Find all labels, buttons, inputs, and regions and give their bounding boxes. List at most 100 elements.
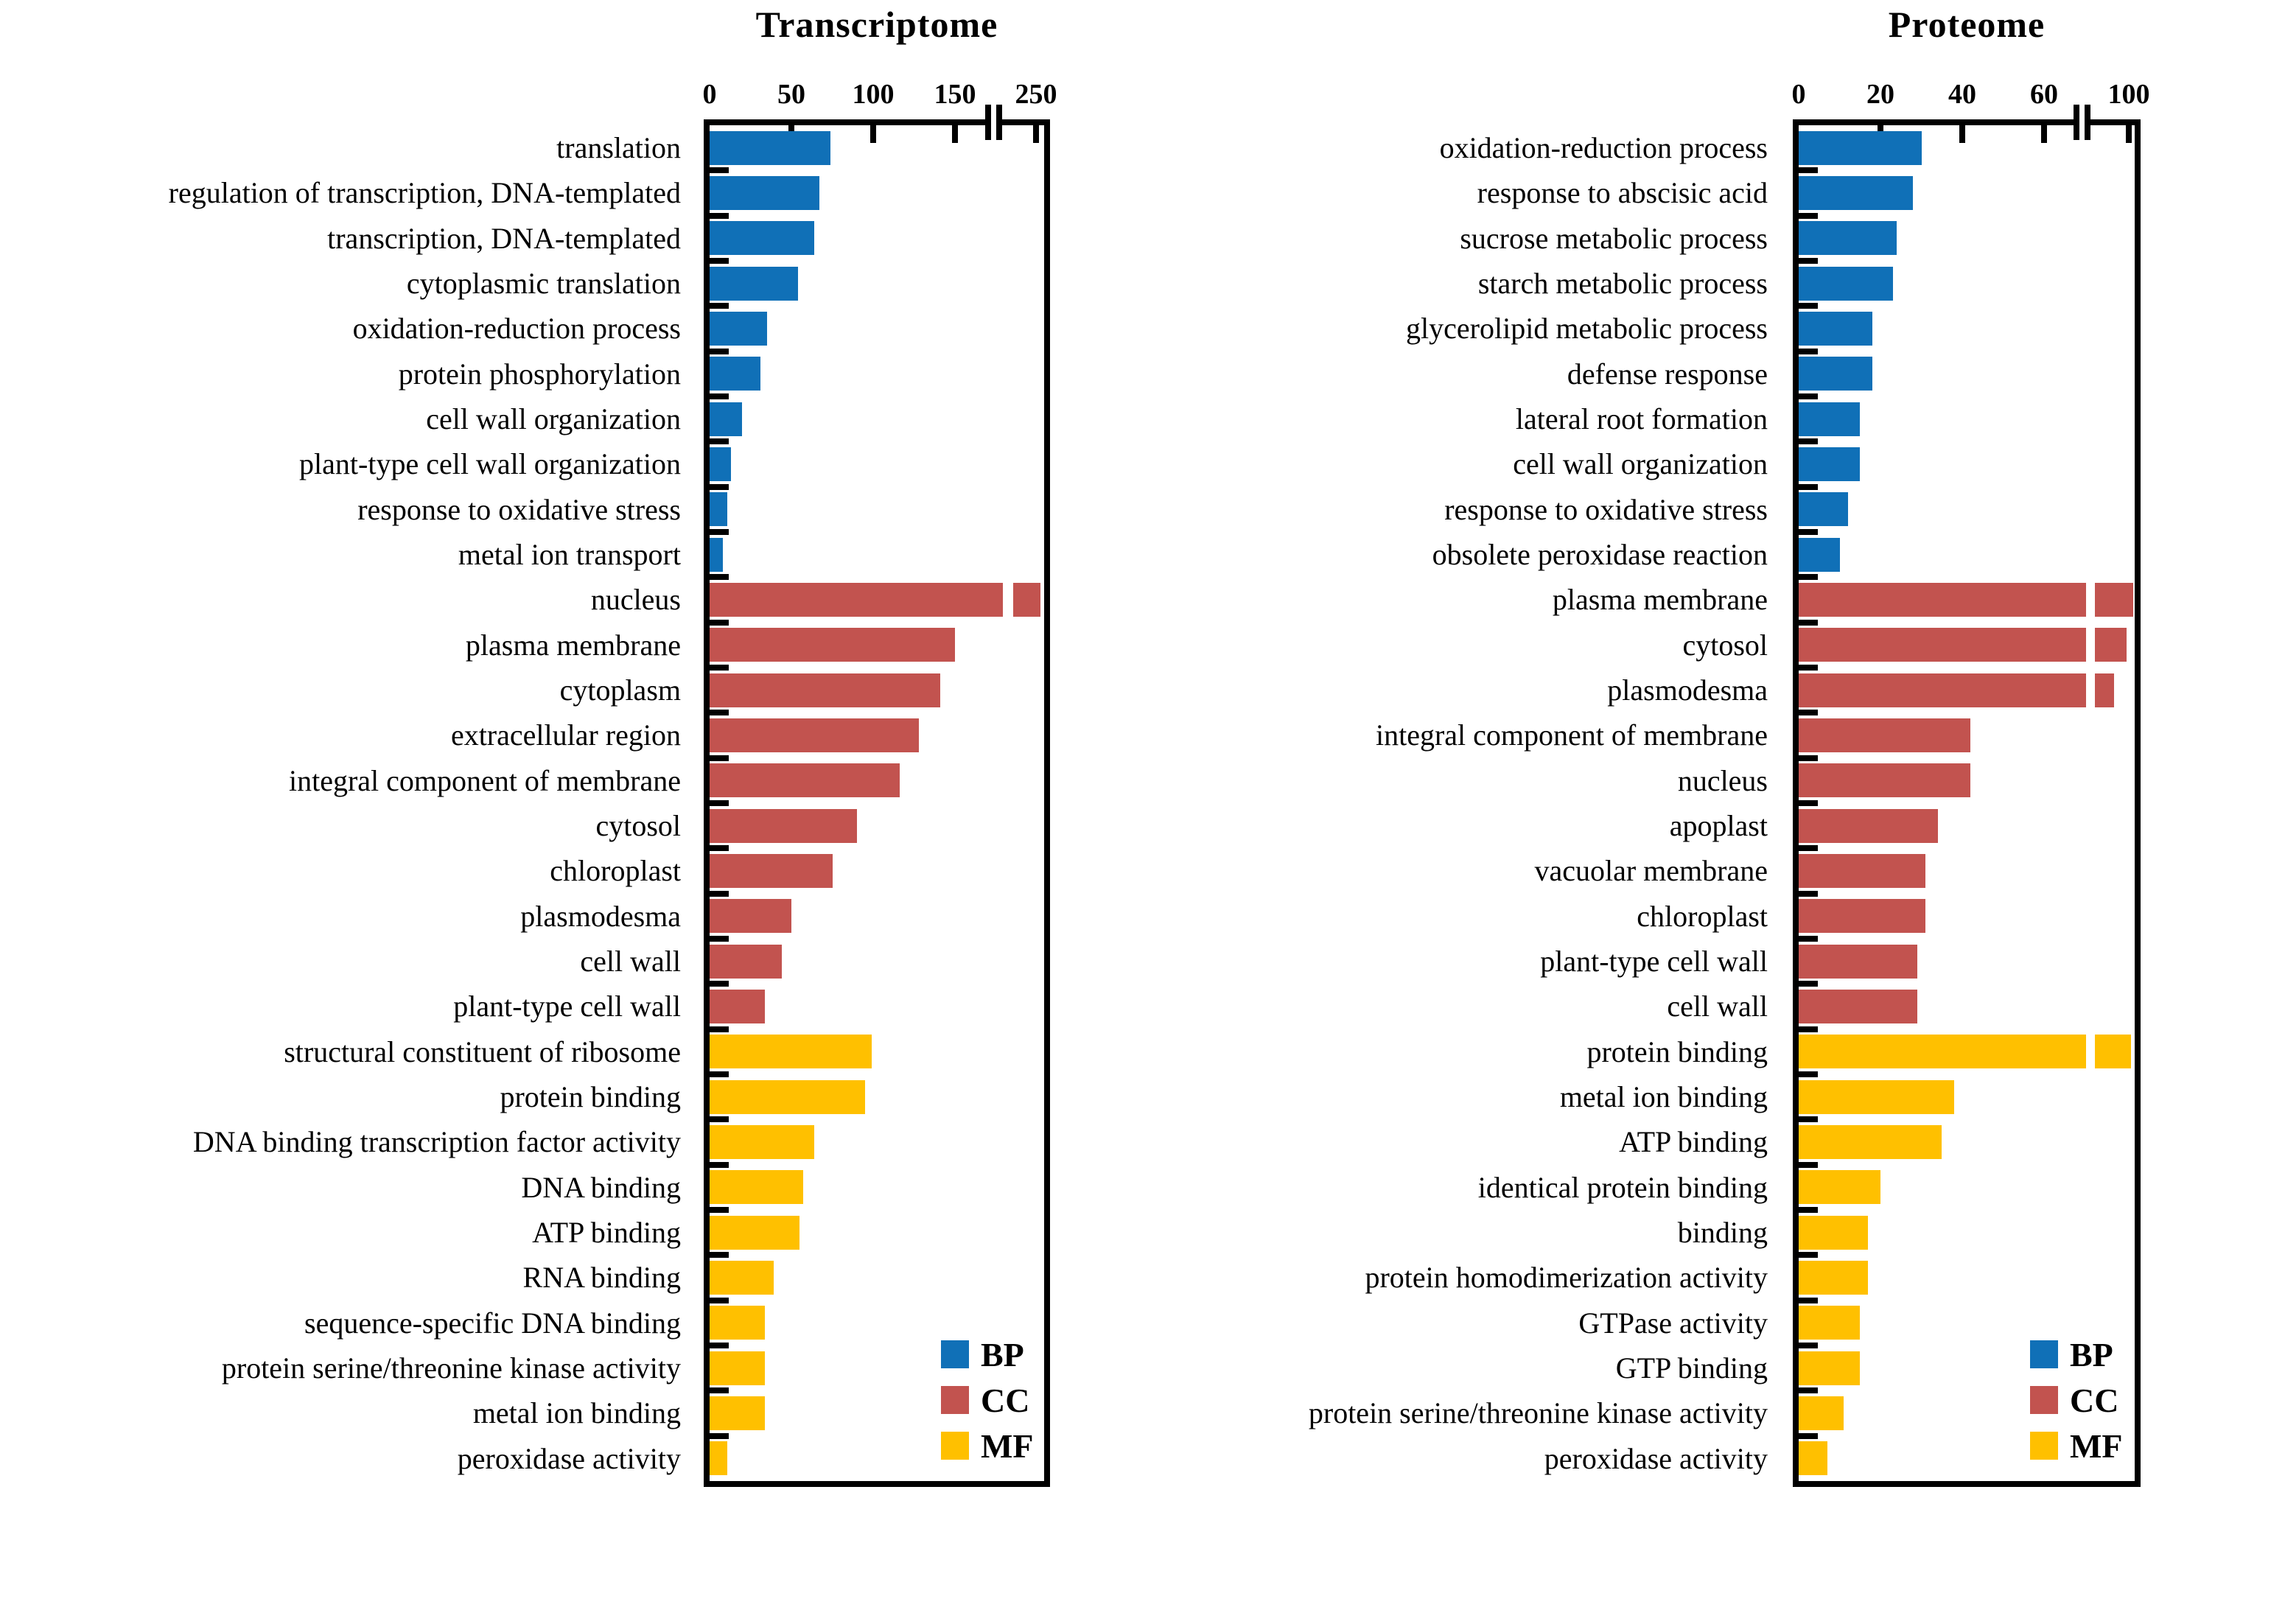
y-tick-mark [1799,1026,1818,1032]
category-label: plant-type cell wall organization [299,447,681,481]
axis-break-gap [2079,119,2085,127]
legend-swatch-bp [941,1340,969,1368]
bar-bp [1799,402,1861,436]
category-label: response to oxidative stress [1444,492,1768,526]
category-label: nucleus [590,583,681,617]
bar-cc [710,628,955,662]
bar-mf [1799,1170,1880,1205]
y-tick-mark [710,1026,729,1032]
category-label: chloroplast [1637,899,1768,933]
y-tick-mark [1799,890,1818,897]
legend: BP CC MF [2030,1335,2123,1465]
y-tick-mark [710,1071,729,1077]
category-label: cell wall organization [426,402,681,436]
x-tick-label: 50 [777,79,805,110]
category-label: sucrose metabolic process [1460,221,1768,255]
legend-item-bp: BP [941,1335,1034,1373]
category-label: sequence-specific DNA binding [304,1306,681,1340]
bar-mf-segment [1799,1035,2086,1069]
category-label: plasma membrane [465,628,681,662]
category-label: transcription, DNA-templated [327,221,681,255]
category-label: glycerolipid metabolic process [1406,312,1768,346]
category-label: translation [556,131,681,165]
bar-cc [710,854,833,888]
category-label: structural constituent of ribosome [284,1035,681,1068]
y-tick-mark [710,1252,729,1259]
bar-mf [1799,1351,1861,1385]
y-tick-mark [710,1343,729,1348]
plot-area: 0 20 40 60 100 BP CC MF [1792,79,2150,1487]
category-label: oxidation-reduction process [352,312,681,346]
bar-bp [1799,130,1922,165]
y-tick-mark [1799,1387,1818,1394]
bar-cc [710,990,766,1023]
category-label: ATP binding [1619,1125,1768,1159]
bar-bp [710,176,819,210]
bar-mf [1799,1125,1942,1159]
category-label: ATP binding [532,1216,681,1250]
legend-label-bp: BP [2070,1335,2113,1373]
category-label: oxidation-reduction process [1439,131,1768,165]
y-tick-mark [710,1432,729,1439]
y-tick-mark [1799,1252,1818,1259]
bar-bp [1799,312,1872,346]
y-tick-mark [710,710,729,716]
legend-swatch-cc [2030,1386,2058,1414]
legend-swatch-mf [941,1432,969,1460]
category-label: cytosol [595,809,681,843]
y-tick-mark [1799,574,1818,581]
y-tick-mark [1799,1116,1818,1123]
category-label: integral component of membrane [1375,718,1768,752]
x-tick-label: 0 [1791,79,1806,110]
y-tick-mark [1799,710,1818,716]
bar-bp [710,492,728,527]
bar-cc-segment [1799,673,2086,707]
category-label: cytosol [1682,628,1768,662]
category-label: RNA binding [522,1261,681,1295]
axis-break-mark [996,105,1002,140]
legend-label-bp: BP [981,1335,1024,1373]
plot-area: 0 50 100 150 250 BP CC MF [703,79,1057,1487]
y-tick-mark [710,1207,729,1213]
bar-mf [710,1125,815,1159]
legend-item-bp: BP [2030,1335,2123,1373]
x-tick-label: 60 [2030,79,2058,110]
y-tick-mark [1799,348,1818,354]
bar-cc [1799,899,1926,934]
bar-mf [710,1396,766,1430]
category-label: plant-type cell wall [453,990,681,1023]
y-tick-mark [1799,936,1818,942]
category-label: DNA binding [521,1170,681,1204]
category-label: cytoplasm [559,673,681,707]
category-label: cell wall organization [1513,447,1768,481]
bar-mf [1799,1261,1869,1295]
category-label: apoplast [1669,809,1768,843]
y-tick-mark [710,936,729,942]
bar-cc [1799,990,1917,1023]
bar-bp [1799,266,1893,301]
bar-bp [710,312,767,346]
chart-title: Proteome [1888,4,2046,45]
category-label: peroxidase activity [457,1441,681,1475]
legend-item-mf: MF [2030,1427,2123,1465]
legend-item-cc: CC [2030,1382,2123,1419]
y-tick-mark [1799,800,1818,806]
axis-break-mark [2085,105,2090,140]
y-tick-mark [710,574,729,581]
x-tick-mark [952,125,958,143]
category-label: cell wall [1667,990,1768,1023]
y-tick-mark [710,1297,729,1303]
y-tick-mark [710,212,729,219]
x-tick-label: 100 [2107,79,2150,110]
x-tick-label: 0 [702,79,717,110]
legend-item-mf: MF [941,1427,1034,1465]
category-label: identical protein binding [1477,1170,1768,1204]
bar-mf [710,1261,774,1295]
category-label: plasmodesma [520,899,681,933]
category-label: protein homodimerization activity [1365,1261,1768,1295]
y-tick-mark [710,619,729,626]
bar-bp [1799,357,1872,391]
